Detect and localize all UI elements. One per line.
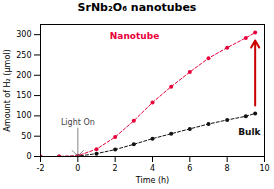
svg-text:0: 0: [26, 152, 31, 161]
svg-text:150: 150: [16, 91, 31, 100]
svg-text:100: 100: [16, 111, 31, 120]
html-text:SrNb₂O₆ nanotubes: SrNb₂O₆ nanotubes: [77, 1, 197, 14]
svg-text:Bulk: Bulk: [238, 127, 261, 137]
svg-text:250: 250: [16, 51, 31, 60]
svg-text:Light On: Light On: [61, 118, 95, 127]
svg-text:8: 8: [225, 164, 230, 173]
svg-text:200: 200: [16, 71, 31, 80]
svg-text:0: 0: [75, 164, 80, 173]
svg-text:50: 50: [21, 132, 31, 141]
svg-text:Time (h): Time (h): [135, 176, 169, 185]
svg-text:300: 300: [16, 30, 31, 39]
svg-text:10: 10: [259, 164, 269, 173]
svg-text:4: 4: [150, 164, 155, 173]
svg-text:6: 6: [187, 164, 192, 173]
svg-text:-2: -2: [37, 164, 45, 173]
svg-text:2: 2: [113, 164, 118, 173]
svg-text:Nanotube: Nanotube: [110, 31, 159, 41]
svg-text:Amount of H₂ (μmol): Amount of H₂ (μmol): [3, 49, 12, 131]
